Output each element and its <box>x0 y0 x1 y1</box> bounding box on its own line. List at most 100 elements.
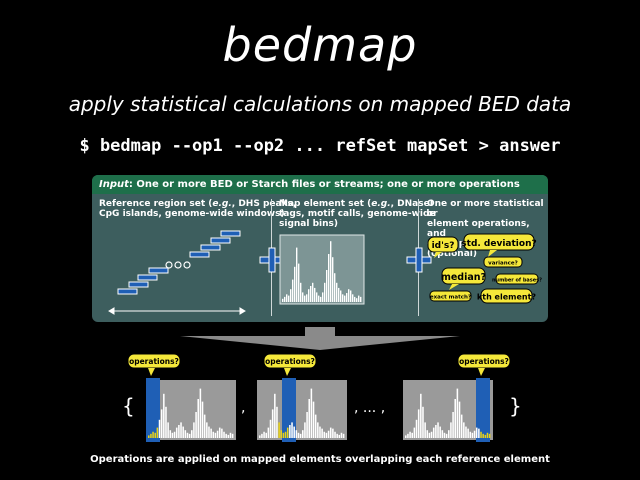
histogram-bar <box>415 419 418 438</box>
histogram-bar <box>306 294 308 302</box>
histogram-bar <box>156 427 159 438</box>
histogram-bar <box>475 427 478 438</box>
bubble-tail <box>478 368 485 376</box>
histogram-bar <box>308 289 310 302</box>
histogram-bar <box>227 434 230 438</box>
histogram-bar <box>295 430 298 438</box>
histogram-bar <box>188 433 191 438</box>
histogram-bar <box>318 295 320 302</box>
histogram-bar <box>193 422 195 438</box>
histogram-bar <box>478 428 480 438</box>
histogram-bar <box>293 426 295 438</box>
operation-bubbles: id's? std. deviation? variance? median? … <box>427 233 542 304</box>
result-panel: operations? <box>127 353 236 442</box>
bubble-median: median? <box>441 267 486 290</box>
operations-bubble <box>127 353 181 369</box>
histogram-bar <box>338 434 341 438</box>
bubble-exact-match: exact match? <box>429 290 472 302</box>
histogram-bar <box>452 412 454 438</box>
histogram-bar <box>169 430 172 438</box>
result-panel: operations? <box>403 353 511 442</box>
histogram-bar <box>405 435 407 438</box>
histogram-bar <box>334 273 336 302</box>
header-text: : One or more BED or Starch files or str… <box>128 179 520 190</box>
histogram-bar <box>154 432 156 438</box>
header-label: Input <box>99 179 129 190</box>
result-panel-bg <box>146 380 236 440</box>
histogram-bar <box>231 433 234 438</box>
histogram-bar <box>473 430 476 438</box>
command-line: $ bedmap --op1 --op2 ... refSet mapSet >… <box>79 136 561 156</box>
result-histogram <box>148 388 234 438</box>
histogram-bar <box>180 422 182 438</box>
histogram-bar <box>300 282 302 302</box>
histogram-bar <box>484 434 487 438</box>
histogram-bar <box>465 426 467 438</box>
histogram-bar <box>178 425 180 438</box>
histogram-bar <box>413 427 416 438</box>
histogram-bar <box>420 393 422 438</box>
bubble-kth-element: kth element? <box>477 288 536 304</box>
histogram-bar <box>409 431 411 438</box>
histogram-bar <box>286 294 288 302</box>
histogram-bar <box>212 431 215 438</box>
close-brace: } <box>509 394 522 418</box>
histogram-bar <box>265 432 267 438</box>
histogram-bar <box>332 428 334 438</box>
histogram-bar <box>278 422 280 438</box>
histogram-bar <box>469 431 472 438</box>
histogram-bar <box>317 422 319 438</box>
histogram-bar <box>216 430 219 438</box>
histogram-bar <box>160 409 163 438</box>
histogram-bar <box>456 388 459 438</box>
histogram-bar <box>342 433 345 438</box>
histogram-bar <box>286 427 289 438</box>
histogram-bar <box>325 432 328 438</box>
histogram-bar <box>319 426 321 438</box>
histogram-bar <box>218 427 221 438</box>
histogram-bar <box>322 292 324 302</box>
genome-axis-arrow <box>108 307 246 315</box>
result-histogram <box>405 388 491 438</box>
histogram-bar <box>450 422 452 438</box>
histogram-bar <box>223 431 225 438</box>
operations-bubble-label: operations? <box>129 357 179 366</box>
svg-text:median?: median? <box>441 272 486 283</box>
histogram-bar <box>324 282 326 302</box>
histogram-bar <box>310 286 312 302</box>
histogram-bar <box>191 430 193 438</box>
slide-subtitle: apply statistical calculations on mapped… <box>68 92 572 116</box>
histogram-bar <box>282 432 285 438</box>
reference-set-description: Reference region set (e.g., DHS peaks, C… <box>99 199 297 219</box>
histogram-bar <box>302 292 304 302</box>
histogram-bar <box>329 427 332 438</box>
histogram-bar <box>354 296 356 302</box>
histogram-bar <box>441 430 444 438</box>
separator-ellipsis: , ... , <box>354 400 385 416</box>
histogram-bar <box>150 433 152 438</box>
caption: Operations are applied on mapped element… <box>90 454 550 465</box>
histogram-bar <box>458 401 461 438</box>
svg-text:exact match?: exact match? <box>430 295 471 301</box>
histogram-bar <box>282 298 284 302</box>
svg-text:std. deviation?: std. deviation? <box>461 239 536 249</box>
map-set-description: Map element set (e.g., DNaseI tags, moti… <box>279 199 436 229</box>
histogram-bar <box>338 287 340 302</box>
histogram-bar <box>460 414 463 438</box>
histogram-bar <box>163 393 165 438</box>
histogram-bar <box>289 425 291 438</box>
svg-text:number of bases?: number of bases? <box>492 278 542 284</box>
bubble-tail <box>148 368 155 376</box>
histogram-bar <box>323 431 326 438</box>
histogram-bar <box>292 279 294 302</box>
operations-bubble <box>457 353 511 369</box>
histogram-bar <box>314 414 317 438</box>
histogram-bar <box>327 430 330 438</box>
histogram-bar <box>482 433 484 438</box>
reference-element-highlight <box>476 378 490 442</box>
histogram-bar <box>165 406 167 438</box>
histogram-bar <box>316 292 318 302</box>
reference-element-highlight <box>282 378 296 442</box>
histogram-bar <box>445 433 448 438</box>
histogram-bar <box>291 422 293 438</box>
